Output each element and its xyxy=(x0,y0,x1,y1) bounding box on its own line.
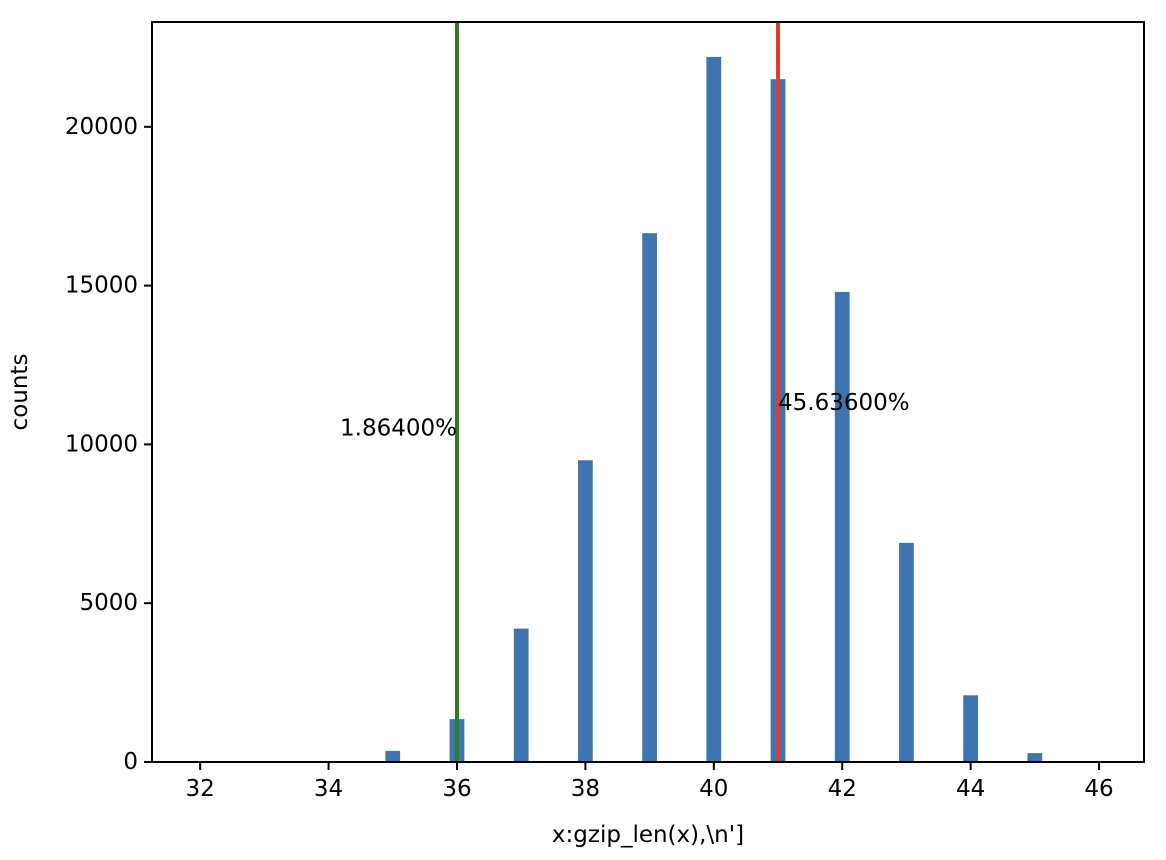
y-axis-ticks: 0 5000 10000 15000 20000 xyxy=(65,114,152,775)
bar-37 xyxy=(513,628,529,762)
plot-frame xyxy=(151,21,1145,763)
annotation-0: 1.86400% xyxy=(340,416,457,442)
vertical-lines-group xyxy=(454,22,781,762)
x-tick-label-36: 36 xyxy=(442,776,471,802)
bars-group xyxy=(321,56,1043,763)
y-tick-label-15000: 15000 xyxy=(65,273,138,299)
y-tick-label-20000: 20000 xyxy=(65,114,138,140)
y-tick-label-0: 0 xyxy=(123,749,138,775)
x-axis-ticks: 32 34 36 38 40 42 44 46 xyxy=(186,762,1114,802)
y-tick-label-5000: 5000 xyxy=(79,590,138,616)
bar-40 xyxy=(706,56,722,763)
x-tick-label-40: 40 xyxy=(699,776,728,802)
bar-45 xyxy=(1027,753,1043,762)
x-tick-label-44: 44 xyxy=(956,776,985,802)
bar-44 xyxy=(963,695,979,762)
x-tick-label-32: 32 xyxy=(186,776,215,802)
x-tick-label-46: 46 xyxy=(1084,776,1113,802)
bar-43 xyxy=(899,542,914,762)
x-tick-label-34: 34 xyxy=(314,776,343,802)
bar-42 xyxy=(834,291,850,762)
x-tick-label-42: 42 xyxy=(828,776,857,802)
x-axis-label: x:gzip_len(x),\n'] xyxy=(552,822,744,848)
x-tick-label-38: 38 xyxy=(571,776,600,802)
y-axis-label: counts xyxy=(7,354,33,431)
annotations-group: 1.86400% 45.63600% xyxy=(340,390,910,441)
bar-39 xyxy=(642,233,657,762)
annotation-1: 45.63600% xyxy=(778,390,910,416)
y-tick-label-10000: 10000 xyxy=(65,431,138,457)
bar-35 xyxy=(385,750,401,762)
bar-38 xyxy=(578,460,593,762)
